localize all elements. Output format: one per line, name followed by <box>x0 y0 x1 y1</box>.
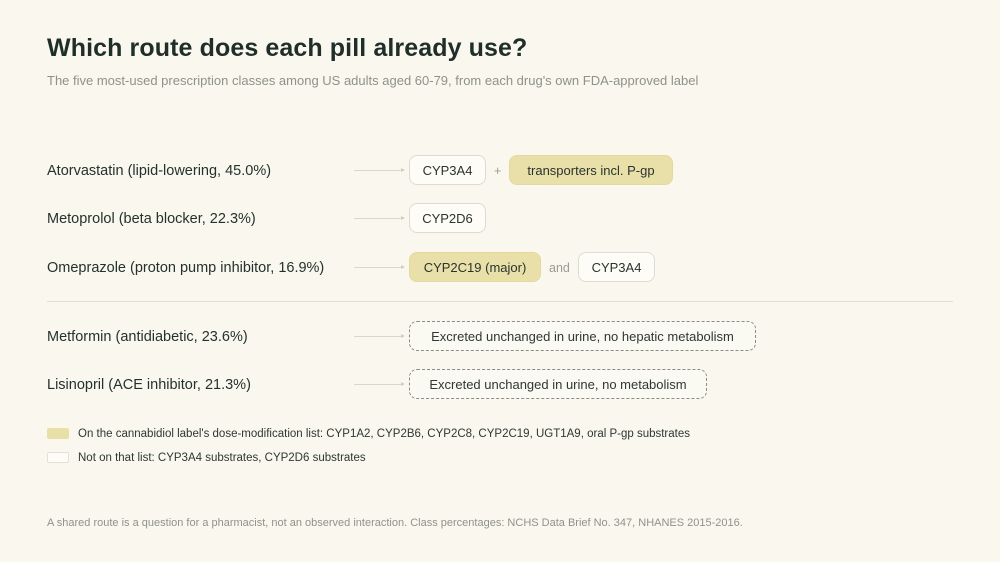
footnote: A shared route is a question for a pharm… <box>47 517 743 529</box>
route-pill-urine-excretion: Excreted unchanged in urine, no metaboli… <box>409 369 707 399</box>
connector-arrow <box>354 265 405 269</box>
route-pill-transporters: transporters incl. P-gp <box>509 155 673 185</box>
legend-swatch-flagged <box>47 428 69 439</box>
section-divider <box>47 301 953 302</box>
drug-row-metoprolol: Metoprolol (beta blocker, 22.3%) CYP2D6 <box>0 203 1000 235</box>
route-joiner: and <box>549 261 570 275</box>
legend-label: Not on that list: CYP3A4 substrates, CYP… <box>78 452 366 464</box>
legend-swatch-not-flagged <box>47 452 69 463</box>
connector-arrow <box>354 216 405 220</box>
route-pill-cyp2c19: CYP2C19 (major) <box>409 252 541 282</box>
route-pill-cyp3a4: CYP3A4 <box>409 155 486 185</box>
connector-arrow <box>354 382 405 386</box>
drug-label: Lisinopril (ACE inhibitor, 21.3%) <box>47 377 251 393</box>
legend-label: On the cannabidiol label's dose-modifica… <box>78 428 690 440</box>
drug-label: Omeprazole (proton pump inhibitor, 16.9%… <box>47 260 325 276</box>
drug-label: Metoprolol (beta blocker, 22.3%) <box>47 211 256 227</box>
route-joiner: + <box>494 164 502 178</box>
page-subtitle: The five most-used prescription classes … <box>47 73 699 88</box>
drug-row-atorvastatin: Atorvastatin (lipid-lowering, 45.0%) CYP… <box>0 155 1000 187</box>
drug-label: Atorvastatin (lipid-lowering, 45.0%) <box>47 163 272 179</box>
connector-arrow <box>354 334 405 338</box>
route-pill-cyp3a4: CYP3A4 <box>578 252 655 282</box>
page-title: Which route does each pill already use? <box>47 34 528 62</box>
drug-label: Metformin (antidiabetic, 23.6%) <box>47 329 248 345</box>
drug-row-metformin: Metformin (antidiabetic, 23.6%) Excreted… <box>0 321 1000 353</box>
route-pill-cyp2d6: CYP2D6 <box>409 203 486 233</box>
drug-row-lisinopril: Lisinopril (ACE inhibitor, 21.3%) Excret… <box>0 369 1000 401</box>
connector-arrow <box>354 168 405 172</box>
drug-row-omeprazole: Omeprazole (proton pump inhibitor, 16.9%… <box>0 252 1000 284</box>
route-pill-urine-excretion: Excreted unchanged in urine, no hepatic … <box>409 321 756 351</box>
